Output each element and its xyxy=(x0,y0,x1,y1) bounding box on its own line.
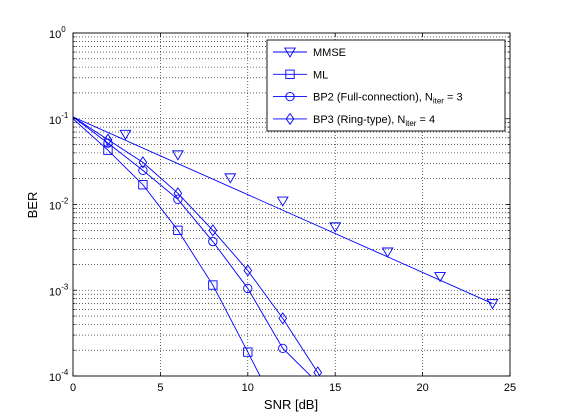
data-point xyxy=(278,312,288,325)
data-point xyxy=(224,173,237,184)
data-point xyxy=(381,247,394,258)
x-tick-label: 10 xyxy=(242,382,254,394)
data-point xyxy=(276,196,289,207)
data-point xyxy=(243,283,253,294)
y-tick-label: 10-2 xyxy=(49,197,69,213)
data-point xyxy=(103,133,113,146)
data-point xyxy=(119,129,132,141)
legend-marker xyxy=(285,91,295,102)
legend-label: BP2 (Full-connection), Niter = 3 xyxy=(313,92,463,106)
y-tick-label: 10-4 xyxy=(49,368,69,384)
data-point xyxy=(208,280,218,290)
data-point xyxy=(434,272,447,283)
series-line xyxy=(73,116,493,304)
y-tick-label: 100 xyxy=(49,25,66,41)
data-point xyxy=(103,145,113,155)
legend-item-2: ML xyxy=(273,69,328,81)
legend-marker xyxy=(285,69,295,79)
data-point xyxy=(173,194,183,204)
data-point xyxy=(243,264,253,277)
legend-item-4: BP3 (Ring-type), Niter = 4 xyxy=(273,112,435,128)
legend-box xyxy=(266,39,506,132)
legend: MMSE ML BP2 (Full-connection), Niter = 3 BP… xyxy=(266,39,506,132)
y-tick-label: 10-3 xyxy=(49,282,69,298)
y-tick-label: 10-1 xyxy=(49,111,69,127)
legend-marker xyxy=(284,47,296,58)
x-tick-label: 15 xyxy=(329,382,341,394)
data-point xyxy=(208,224,218,237)
data-point xyxy=(103,138,113,148)
data-point xyxy=(278,343,288,354)
data-point xyxy=(138,165,148,176)
legend-item-3: BP2 (Full-connection), Niter = 3 xyxy=(273,92,463,106)
x-tick-label: 25 xyxy=(504,382,516,394)
x-tick-label: 20 xyxy=(416,382,428,394)
data-point xyxy=(313,366,323,376)
legend-item-1: MMSE xyxy=(273,47,346,59)
legend-label: ML xyxy=(313,69,328,81)
x-axis-label: SNR [dB] xyxy=(264,397,318,412)
data-point xyxy=(173,187,183,200)
series-line xyxy=(73,116,320,376)
data-point xyxy=(138,180,148,190)
series-2 xyxy=(73,118,261,376)
data-point xyxy=(329,222,342,233)
series-layer xyxy=(73,116,499,376)
data-point xyxy=(486,299,499,310)
series-3 xyxy=(73,116,312,376)
data-point xyxy=(243,347,253,357)
x-tick-label: 5 xyxy=(157,382,163,394)
series-4 xyxy=(73,116,323,376)
y-axis-label: BER xyxy=(25,192,40,219)
legend-marker xyxy=(285,112,295,126)
series-line xyxy=(73,116,312,376)
ticks: 0 5 10 15 20 25 100 10-1 10-2 10-3 10-4 xyxy=(49,25,516,394)
data-point xyxy=(171,150,184,161)
x-tick-label: 0 xyxy=(70,382,76,394)
legend-label: MMSE xyxy=(313,47,346,59)
data-point xyxy=(173,225,183,235)
data-point xyxy=(208,236,218,247)
series-1 xyxy=(73,116,499,310)
legend-label: BP3 (Ring-type), Niter = 4 xyxy=(313,114,435,128)
data-point xyxy=(138,156,148,169)
series-line xyxy=(73,118,261,376)
